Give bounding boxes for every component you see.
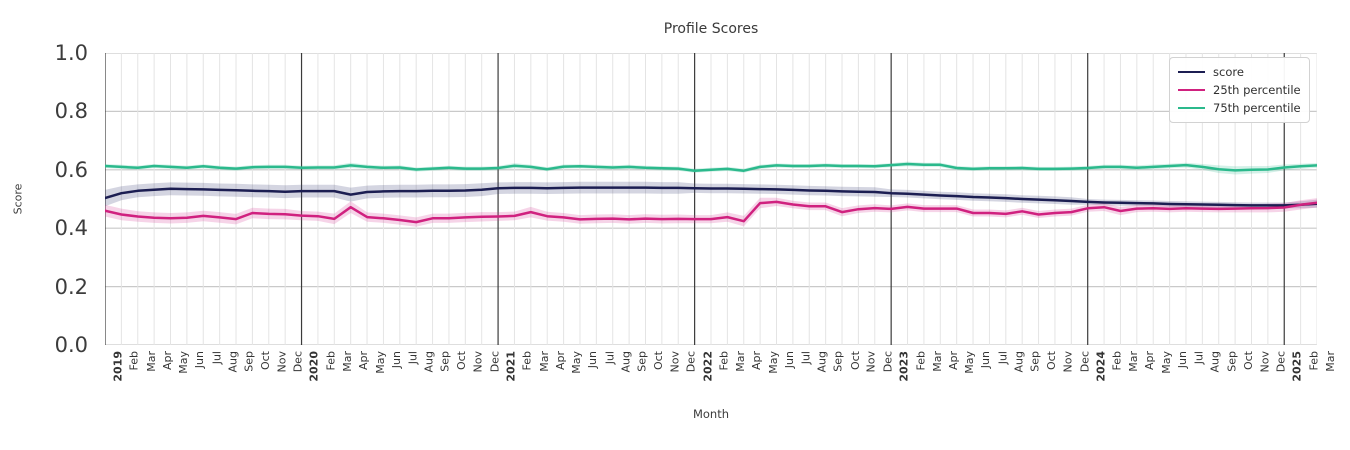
- x-tick-label: Aug: [226, 351, 240, 373]
- x-tick-label: Feb: [324, 351, 338, 371]
- x-tick-label: Jul: [602, 351, 616, 365]
- x-tick-label: Apr: [357, 351, 371, 371]
- x-tick-label: Jul: [995, 351, 1009, 365]
- x-tick-label: Oct: [1045, 351, 1059, 371]
- x-tick-label: Mar: [537, 351, 551, 372]
- x-tick-label: Mar: [930, 351, 944, 372]
- x-tick-label-year: 2019: [111, 351, 125, 382]
- x-tick-label: Feb: [717, 351, 731, 371]
- x-tick-label: Sep: [439, 351, 453, 372]
- x-tick-label: Jul: [406, 351, 420, 365]
- plot-area: [105, 53, 1317, 345]
- x-tick-label: Jun: [193, 351, 207, 369]
- x-tick-label-year: 2023: [897, 351, 911, 382]
- legend-label-75th-percentile: 75th percentile: [1213, 101, 1301, 115]
- x-tick-label: Sep: [635, 351, 649, 372]
- x-tick-label: Feb: [1110, 351, 1124, 371]
- chart-title: Profile Scores: [663, 21, 759, 37]
- x-tick-label: Dec: [291, 351, 305, 373]
- x-tick-label: Dec: [488, 351, 502, 373]
- y-tick-label: 1.0: [54, 41, 88, 65]
- x-tick-label: Jun: [979, 351, 993, 369]
- y-tick-label: 0.0: [54, 333, 88, 357]
- x-tick-label: Nov: [1061, 351, 1075, 373]
- x-tick-label: Mar: [144, 351, 158, 372]
- x-tick-label: Jun: [389, 351, 403, 369]
- x-tick-label: Feb: [1307, 351, 1321, 371]
- x-tick-label-year: 2020: [308, 351, 322, 382]
- x-axis-label: Month: [692, 407, 730, 421]
- x-tick-label: Nov: [668, 351, 682, 373]
- x-tick-label: Mar: [1126, 351, 1140, 372]
- x-tick-label: Apr: [750, 351, 764, 371]
- x-tick-label: Apr: [160, 351, 174, 371]
- p75-line-swatch: [1178, 106, 1205, 110]
- legend-label-score: score: [1213, 65, 1244, 79]
- x-tick-label: Sep: [832, 351, 846, 372]
- x-tick-label: Oct: [455, 351, 469, 371]
- x-tick-label: Apr: [946, 351, 960, 371]
- x-tick-label: Aug: [1012, 351, 1026, 373]
- x-tick-label: Mar: [733, 351, 747, 372]
- x-tick-label: Dec: [881, 351, 895, 373]
- y-tick-label: 0.6: [54, 157, 88, 182]
- x-tick-label: Jun: [1176, 351, 1190, 369]
- x-tick-label: Nov: [1258, 351, 1271, 373]
- x-tick-label: Jul: [209, 351, 223, 365]
- x-tick-label-year: 2022: [701, 351, 715, 382]
- x-tick-label: Jun: [586, 351, 600, 369]
- x-tick-label: Nov: [471, 351, 485, 373]
- x-tick-label: May: [963, 351, 977, 374]
- x-tick-label: Apr: [553, 351, 567, 371]
- x-tick-label: May: [373, 351, 387, 374]
- x-tick-label-year: 2021: [504, 351, 518, 382]
- x-tick-label: Dec: [1274, 351, 1288, 373]
- x-tick-label: Mar: [340, 351, 354, 372]
- x-tick-label: Oct: [848, 351, 862, 371]
- x-tick-label: Jun: [783, 351, 797, 369]
- x-tick-label: Apr: [1143, 351, 1157, 371]
- x-tick-label: Aug: [815, 351, 829, 373]
- legend-item-25th-percentile: 25th percentile: [1178, 83, 1301, 97]
- x-tick-label: Aug: [422, 351, 436, 373]
- x-tick-label-year: 2025: [1290, 351, 1304, 382]
- y-tick-label: 0.8: [54, 99, 88, 124]
- x-tick-label: Feb: [914, 351, 928, 371]
- x-tick-label: Sep: [242, 351, 256, 372]
- legend-label-25th-percentile: 25th percentile: [1213, 83, 1301, 97]
- x-tick-label: Feb: [520, 351, 534, 371]
- x-tick-label: Feb: [127, 351, 141, 371]
- x-tick-label: Nov: [275, 351, 289, 373]
- x-tick-label: Sep: [1225, 351, 1239, 372]
- x-tick-label: Oct: [1241, 351, 1255, 371]
- legend: score 25th percentile 75th percentile: [1169, 57, 1310, 123]
- x-tick-label: May: [766, 351, 780, 374]
- x-tick-label: Dec: [1077, 351, 1091, 373]
- x-tick-label: Aug: [1208, 351, 1222, 373]
- x-tick-label: Oct: [652, 351, 665, 371]
- y-tick-label: 0.2: [54, 274, 88, 299]
- x-tick-label: May: [1159, 351, 1173, 374]
- x-tick-label: Jul: [1192, 351, 1206, 365]
- x-tick-label: Jul: [799, 351, 813, 365]
- x-tick-label: Sep: [1028, 351, 1042, 372]
- x-tick-label: Oct: [258, 351, 272, 371]
- legend-item-score: score: [1178, 65, 1300, 79]
- x-tick-label: May: [570, 351, 584, 374]
- p25-line-swatch: [1178, 88, 1205, 92]
- x-tick-label: Mar: [1323, 351, 1337, 372]
- x-tick-label-year: 2024: [1094, 351, 1108, 382]
- x-tick-label: Dec: [684, 351, 698, 373]
- score-line-swatch: [1178, 70, 1205, 74]
- x-tick-label: Aug: [619, 351, 633, 373]
- x-tick-label: May: [177, 351, 191, 374]
- x-tick-label: Nov: [864, 351, 878, 373]
- y-tick-label: 0.4: [54, 216, 88, 241]
- legend-item-75th-percentile: 75th percentile: [1178, 101, 1301, 115]
